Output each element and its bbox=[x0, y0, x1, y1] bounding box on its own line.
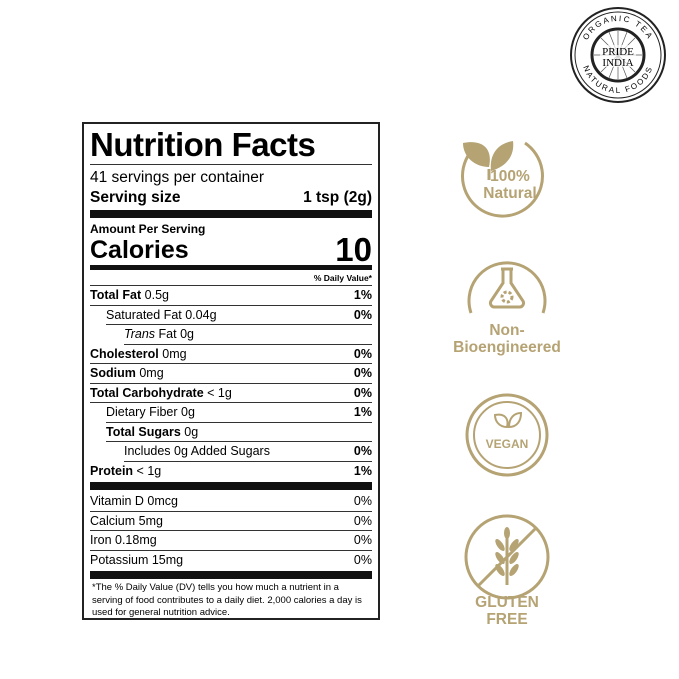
amount-per-serving: Amount Per Serving bbox=[90, 222, 206, 236]
nutrient-label: Total Fat bbox=[90, 288, 142, 302]
daily-value: 0% bbox=[353, 552, 372, 567]
nutrition-title: Nutrition Facts bbox=[90, 126, 316, 163]
servings-per-container: 41 servings per container bbox=[90, 169, 265, 186]
vitamin-row: Potassium 15mg 0% bbox=[90, 551, 372, 570]
nutrient-label: Cholesterol bbox=[90, 346, 159, 361]
nutrient-row: Dietary Fiber 0g 1% bbox=[106, 403, 372, 423]
nutrient-label: Trans bbox=[124, 327, 156, 341]
natural-label: 100% Natural bbox=[483, 168, 537, 202]
nutrient-label: Protein bbox=[90, 463, 134, 478]
nutrient-label: Saturated Fat bbox=[106, 307, 182, 322]
natural-badge-icon bbox=[461, 141, 544, 218]
serving-size: Serving size 1 tsp (2g) bbox=[90, 188, 372, 208]
nutrient-amount: 0.5g bbox=[144, 288, 169, 302]
gluten-free-label: GLUTEN FREE bbox=[475, 594, 539, 628]
nutrient-label: Fat bbox=[158, 327, 177, 341]
calories-value: 10 bbox=[335, 231, 372, 268]
vitamin-label: Vitamin D 0mcg bbox=[90, 494, 178, 508]
nutrition-facts-label: Nutrition Facts 41 servings per containe… bbox=[82, 122, 380, 620]
footnote: *The % Daily Value (DV) tells you how mu… bbox=[92, 582, 362, 618]
calories-label: Calories bbox=[90, 236, 189, 264]
svg-text:INDIA: INDIA bbox=[602, 57, 633, 69]
divider bbox=[90, 210, 372, 218]
vegan-badge-icon bbox=[465, 393, 549, 477]
nutrient-amount: 0g bbox=[180, 327, 194, 341]
nutrient-row: Total Carbohydrate < 1g 0% bbox=[90, 384, 372, 403]
vitamin-row: Iron 0.18mg 0% bbox=[90, 531, 372, 551]
nutrient-amount: 0mg bbox=[139, 366, 164, 380]
svg-text:PRIDE: PRIDE bbox=[602, 46, 634, 58]
daily-value: 0% bbox=[353, 385, 372, 400]
divider bbox=[90, 265, 372, 270]
nutrient-row: Saturated Fat 0.04g 0% bbox=[106, 306, 372, 325]
nutrient-amount: 0mg bbox=[162, 346, 187, 361]
nutrient-row: Total Sugars 0g bbox=[106, 423, 372, 442]
nutrient-amount: 0g bbox=[181, 405, 195, 419]
nutrient-label: Total Sugars bbox=[106, 424, 181, 439]
vitamin-row: Vitamin D 0mcg 0% bbox=[90, 492, 372, 512]
daily-value: 0% bbox=[353, 533, 372, 547]
nutrient-row: Protein < 1g 1% bbox=[90, 462, 372, 481]
flask-gear-icon bbox=[467, 261, 547, 314]
gluten-free-icon bbox=[464, 514, 550, 600]
daily-value: 1% bbox=[353, 288, 372, 302]
nutrient-row: Includes 0g Added Sugars 0% bbox=[124, 442, 372, 462]
nutrient-label: Dietary Fiber bbox=[106, 405, 178, 419]
nutrient-amount: < 1g bbox=[207, 385, 232, 400]
nutrient-label: Sodium bbox=[90, 366, 136, 380]
non-bioengineered-label: Non-Bioengineered bbox=[453, 322, 561, 356]
vitamin-label: Iron 0.18mg bbox=[90, 533, 157, 547]
daily-value: 1% bbox=[353, 463, 372, 478]
nutrient-amount: 0g bbox=[184, 424, 199, 439]
nutrient-row: Cholesterol 0mg 0% bbox=[90, 345, 372, 364]
daily-value: 0% bbox=[353, 513, 372, 528]
divider bbox=[90, 482, 372, 490]
daily-value-header: % Daily Value* bbox=[90, 271, 372, 286]
calories: Calories 10 bbox=[90, 231, 372, 268]
daily-value: 0% bbox=[353, 307, 372, 322]
serving-size-label: Serving size bbox=[90, 189, 181, 206]
pride-india-logo: PRIDE INDIA ORGANIC TEA NATURAL FOODS bbox=[570, 7, 666, 103]
nutrient-label: Total Carbohydrate bbox=[90, 385, 204, 400]
nutrient-row: Sodium 0mg 0% bbox=[90, 364, 372, 384]
vegan-label: VEGAN bbox=[485, 437, 529, 451]
daily-value: 0% bbox=[353, 444, 372, 458]
vitamin-row: Calcium 5mg 0% bbox=[90, 512, 372, 531]
nutrient-row: Total Fat 0.5g 1% bbox=[90, 286, 372, 306]
vitamin-label: Potassium 15mg bbox=[90, 552, 184, 567]
nutrient-amount: < 1g bbox=[136, 463, 162, 478]
daily-value: 1% bbox=[353, 405, 372, 419]
nutrient-amount: 0.04g bbox=[185, 307, 217, 322]
nutrient-label: Includes 0g Added Sugars bbox=[124, 444, 270, 458]
daily-value: 0% bbox=[353, 494, 372, 508]
serving-size-value: 1 tsp (2g) bbox=[303, 189, 372, 206]
vitamin-label: Calcium 5mg bbox=[90, 513, 163, 528]
divider bbox=[90, 571, 372, 579]
nutrient-row: Trans Fat 0g bbox=[124, 325, 372, 345]
daily-value: 0% bbox=[353, 366, 372, 380]
daily-value: 0% bbox=[353, 346, 372, 361]
